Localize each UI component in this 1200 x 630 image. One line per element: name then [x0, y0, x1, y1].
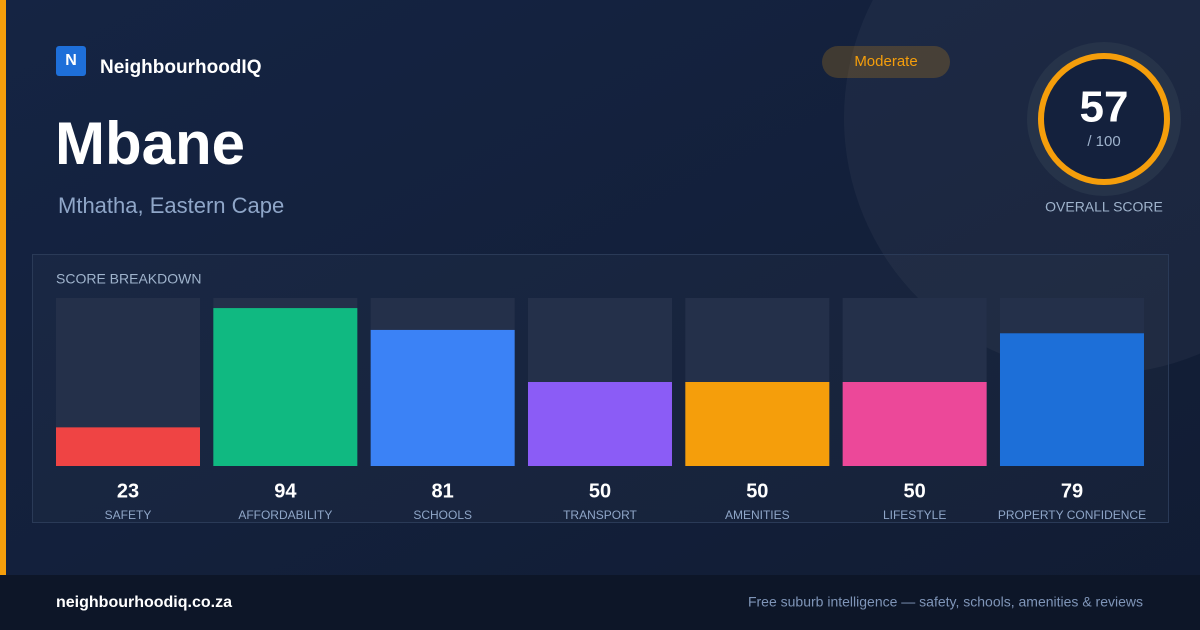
category-label: AMENITIES [725, 508, 790, 522]
value-label: 50 [589, 480, 611, 502]
value-label: 81 [432, 480, 454, 502]
title: Mbane [55, 110, 245, 177]
category-label: TRANSPORT [563, 508, 637, 522]
category-label: SCHOOLS [413, 508, 472, 522]
category-label: LIFESTYLE [883, 508, 946, 522]
overall-score: 57 [1080, 83, 1129, 132]
bar [999, 333, 1144, 466]
subtitle: Mthatha, Eastern Cape [58, 193, 284, 218]
overall-max: / 100 [1087, 133, 1120, 150]
badge-text: Moderate [854, 53, 917, 70]
bar [370, 329, 515, 466]
accent-stripe [0, 0, 6, 575]
value-label: 79 [1061, 480, 1083, 502]
footer-tagline: Free suburb intelligence — safety, schoo… [748, 594, 1143, 610]
category-label: AFFORDABILITY [238, 508, 332, 522]
category-label: PROPERTY CONFIDENCE [998, 508, 1146, 522]
panel [32, 254, 1169, 523]
value-label: 23 [117, 480, 139, 502]
brand: NeighbourhoodIQ [100, 57, 261, 78]
bar [842, 382, 987, 466]
score-ring [1038, 53, 1170, 185]
footer [0, 575, 1200, 630]
badge [822, 46, 950, 78]
bar-chart: 23 SAFETY 94 AFFORDABILITY 81 SCHOOLS 50 TRANSP… [56, 298, 1146, 522]
category-label: SAFETY [105, 508, 152, 522]
bar [685, 382, 830, 466]
value-label: 50 [904, 480, 926, 502]
bar [213, 308, 358, 466]
footer-url: neighbourhoodiq.co.za [56, 594, 232, 611]
value-label: 50 [746, 480, 768, 502]
logo-letter: N [65, 52, 77, 69]
chart-title: SCORE BREAKDOWN [56, 271, 201, 287]
bar [56, 427, 200, 466]
overall-label: OVERALL SCORE [1045, 199, 1163, 215]
value-label: 94 [274, 480, 297, 502]
bar [527, 382, 672, 466]
logo [56, 46, 86, 76]
